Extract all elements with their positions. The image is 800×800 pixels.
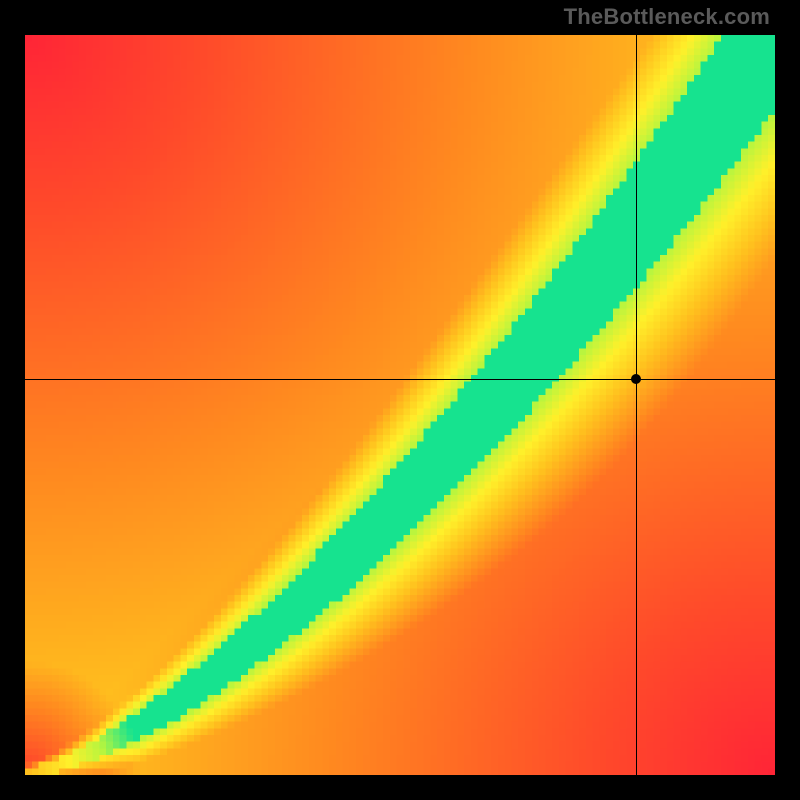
watermark-text: TheBottleneck.com (564, 4, 770, 30)
bottleneck-heatmap (25, 35, 775, 775)
plot-area (25, 35, 775, 775)
figure-container: TheBottleneck.com (0, 0, 800, 800)
